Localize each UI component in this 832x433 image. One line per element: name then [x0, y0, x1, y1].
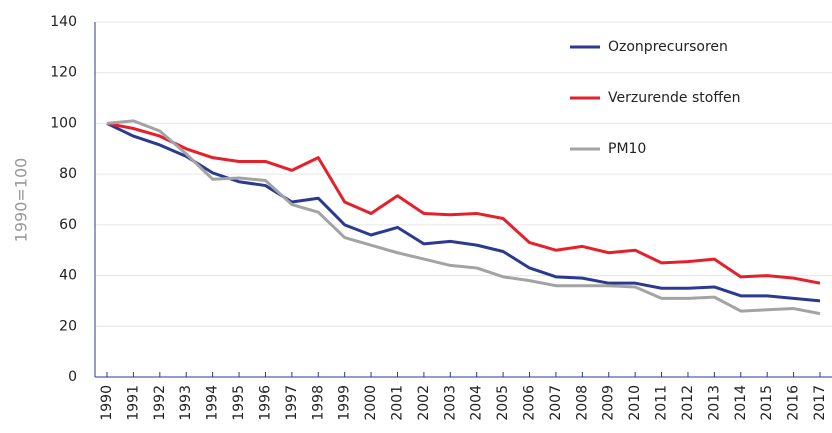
x-tick-label: 2015: [759, 385, 775, 421]
x-tick-label: 2012: [680, 385, 696, 421]
x-tick-label: 2011: [654, 385, 670, 421]
x-tick-label: 2002: [416, 385, 432, 421]
y-tick-label: 40: [59, 268, 77, 284]
x-tick-label: 1993: [178, 385, 194, 421]
series-line: [106, 122, 821, 303]
x-tick-label: 2017: [812, 385, 828, 421]
y-axis-label: 1990=100: [12, 158, 31, 243]
x-tick-label: 1991: [125, 385, 141, 421]
legend-label: PM10: [608, 141, 646, 157]
x-tick-label: 2001: [389, 385, 405, 421]
x-tick-label: 2006: [522, 385, 538, 421]
x-tick-label: 2014: [733, 385, 749, 421]
x-tick-label: 1992: [152, 385, 168, 421]
x-tick-label: 2009: [601, 385, 617, 421]
y-tick-label: 140: [50, 14, 77, 30]
x-tick-label: 1995: [231, 385, 247, 421]
legend-label: Verzurende stoffen: [608, 90, 740, 106]
series-line: [106, 121, 821, 285]
x-tick-label: 1994: [205, 385, 221, 421]
y-tick-label: 60: [59, 217, 77, 233]
x-tick-label: 2010: [627, 385, 643, 421]
y-tick-label: 0: [68, 369, 77, 385]
y-tick-label: 20: [59, 318, 77, 334]
x-tick-label: 1999: [337, 385, 353, 421]
y-tick-label: 100: [50, 115, 77, 131]
legend-label: Ozonprecursoren: [608, 39, 728, 55]
x-tick-label: 2007: [548, 385, 564, 421]
x-tick-label: 1996: [257, 385, 273, 421]
x-tick-label: 2004: [469, 385, 485, 421]
x-tick-label: 2013: [706, 385, 722, 421]
y-tick-label: 80: [59, 166, 77, 182]
x-tick-label: 2008: [574, 385, 590, 421]
x-tick-label: 2000: [363, 385, 379, 421]
x-tick-label: 2005: [495, 385, 511, 421]
x-tick-label: 2016: [786, 385, 802, 421]
x-tick-label: 1990: [99, 385, 115, 421]
series-line: [106, 119, 821, 316]
x-tick-label: 2003: [442, 385, 458, 421]
y-tick-label: 120: [50, 65, 77, 81]
x-tick-label: 1998: [310, 385, 326, 421]
x-tick-label: 1997: [284, 385, 300, 421]
